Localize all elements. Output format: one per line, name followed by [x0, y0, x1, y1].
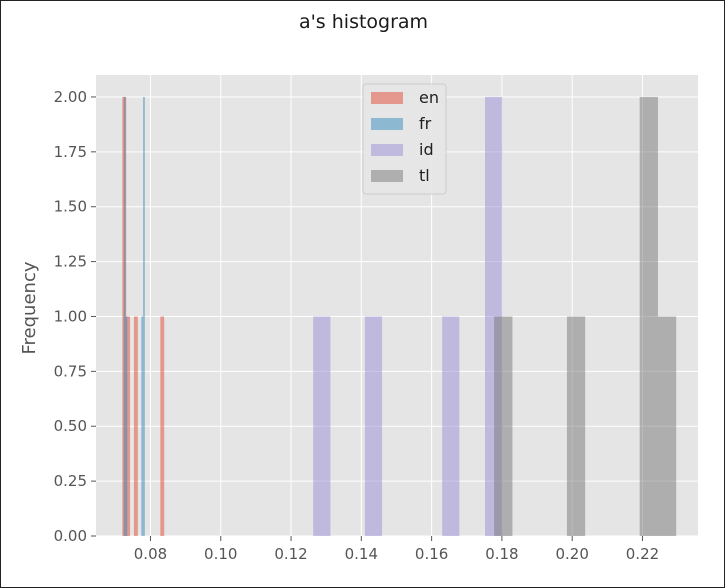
legend-swatch-tl — [371, 170, 403, 182]
histogram-bar-en — [126, 316, 131, 536]
y-tick-label: 1.75 — [54, 143, 87, 161]
x-tick-label: 0.14 — [345, 545, 378, 563]
histogram-bar-id — [442, 316, 460, 536]
histogram-bar-id — [313, 316, 331, 536]
legend-swatch-en — [371, 92, 403, 104]
y-axis-label: Frequency — [19, 261, 40, 354]
y-tick-label: 0.00 — [54, 527, 87, 545]
x-tick-label: 0.18 — [485, 545, 518, 563]
histogram-bar-tl — [494, 316, 513, 536]
histogram-bar-fr — [123, 96, 126, 536]
y-tick-label: 0.50 — [54, 417, 87, 435]
y-tick-label: 1.00 — [54, 307, 87, 325]
legend-label-tl: tl — [419, 166, 430, 185]
histogram-bar-fr — [141, 316, 144, 536]
histogram-bar-id — [364, 316, 383, 536]
histogram-bar-fr — [143, 96, 145, 536]
y-tick-label: 2.00 — [54, 88, 87, 106]
legend-swatch-id — [371, 144, 403, 156]
x-tick-label: 0.22 — [626, 545, 659, 563]
x-tick-label: 0.16 — [415, 545, 448, 563]
legend-label-en: en — [419, 88, 439, 107]
histogram-bar-en — [160, 316, 165, 536]
legend-label-id: id — [419, 140, 434, 159]
x-tick-label: 0.20 — [555, 545, 588, 563]
x-tick-label: 0.10 — [204, 545, 237, 563]
histogram-bar-en — [133, 316, 138, 536]
legend-box — [362, 83, 447, 195]
legend-swatch-fr — [371, 118, 403, 130]
y-tick-label: 1.50 — [54, 198, 87, 216]
histogram-bar-tl — [657, 316, 677, 536]
y-tick-label: 0.75 — [54, 362, 87, 380]
histogram-bar-tl — [566, 316, 586, 536]
y-tick-label: 0.25 — [54, 472, 87, 490]
chart-title: a's histogram — [298, 11, 429, 33]
histogram-bar-tl — [639, 96, 658, 536]
x-tick-label: 0.08 — [134, 545, 167, 563]
legend-label-fr: fr — [419, 114, 432, 133]
y-tick-label: 1.25 — [54, 253, 87, 271]
histogram-bar-fr — [125, 316, 128, 536]
x-tick-label: 0.12 — [274, 545, 307, 563]
